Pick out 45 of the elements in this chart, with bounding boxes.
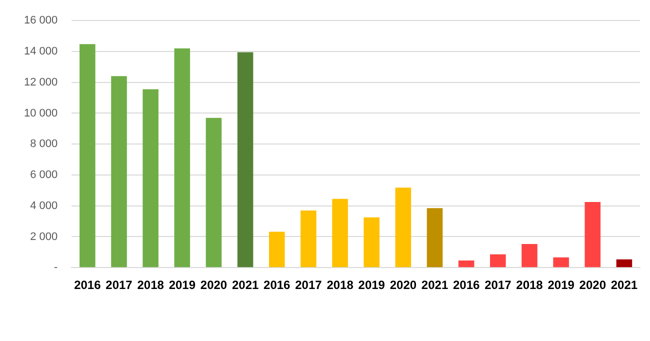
bar xyxy=(458,260,474,268)
bar xyxy=(553,257,569,268)
y-tick-label: 10 000 xyxy=(24,107,58,120)
y-tick-label: 4 000 xyxy=(30,200,58,212)
bar xyxy=(364,217,380,268)
x-tick-label: 2017 xyxy=(484,278,512,292)
x-tick-label: 2019 xyxy=(358,278,386,292)
y-tick-label: 2 000 xyxy=(30,230,58,243)
bar xyxy=(522,244,538,268)
y-tick-label: 8 000 xyxy=(30,138,58,150)
x-tick-label: 2019 xyxy=(168,278,196,292)
x-tick-label: 2016 xyxy=(452,278,480,292)
bar xyxy=(332,198,348,268)
x-tick-label: 2021 xyxy=(421,278,448,292)
x-tick-label: 2018 xyxy=(137,278,164,292)
bar xyxy=(237,52,254,268)
x-tick-label: 2016 xyxy=(74,278,102,292)
x-tick-label: 2020 xyxy=(579,278,606,292)
bar xyxy=(616,259,632,268)
bar xyxy=(142,89,158,268)
y-tick-label: 12 000 xyxy=(24,76,58,88)
x-tick-label: 2016 xyxy=(264,278,291,292)
x-tick-label: 2017 xyxy=(106,278,133,292)
bar xyxy=(300,210,316,268)
x-tick-label: 2018 xyxy=(516,278,544,292)
bar xyxy=(80,44,96,268)
x-tick-label: 2021 xyxy=(610,278,638,292)
bar xyxy=(584,202,601,268)
x-tick-label: 2020 xyxy=(390,278,417,292)
x-tick-label: 2020 xyxy=(200,278,228,292)
x-tick-label: 2018 xyxy=(326,278,354,292)
x-tick-label: 2019 xyxy=(548,278,575,292)
y-tick-label: 16 000 xyxy=(24,14,58,27)
bar xyxy=(490,254,506,268)
y-tick-label: 14 000 xyxy=(24,46,58,58)
bar xyxy=(395,188,412,268)
bar xyxy=(268,232,285,268)
bar xyxy=(206,118,222,268)
x-tick-label: 2017 xyxy=(295,278,322,292)
x-tick-label: 2021 xyxy=(232,278,259,292)
y-tick-label: - xyxy=(54,262,58,274)
y-tick-label: 6 000 xyxy=(30,169,58,182)
bar xyxy=(426,208,443,268)
bar xyxy=(174,48,190,268)
bar xyxy=(111,76,127,268)
